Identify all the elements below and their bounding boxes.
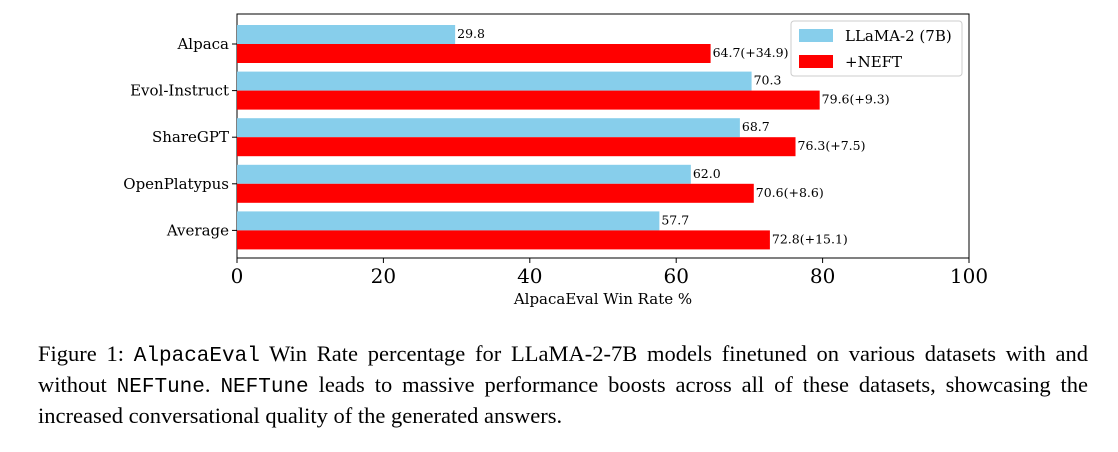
data-label-llama-average: 57.7 [661, 212, 689, 227]
data-label-neft-alpaca: 64.7(+34.9) [713, 45, 789, 60]
bar-llama-evol-instruct [237, 71, 752, 91]
bar-labels-group: 29.8 64.7(+34.9) 70.3 79.6(+9.3) 68.7 76.3(+7… [457, 26, 889, 246]
caption-term-neftune-2: NEFTune [220, 376, 309, 399]
legend: LLaMA-2 (7B) +NEFT [790, 20, 963, 77]
x-tick-label-60: 60 [663, 264, 688, 288]
y-axis: Alpaca Evol-Instruct ShareGPT OpenPlatypus A… [123, 35, 237, 239]
x-tick-label-80: 80 [810, 264, 835, 288]
data-label-neft-average: 72.8(+15.1) [772, 231, 848, 246]
x-tick-label-100: 100 [950, 264, 988, 288]
category-label-average: Average [166, 221, 229, 239]
x-tick-label-40: 40 [517, 264, 542, 288]
bars-group [237, 25, 820, 250]
legend-frame [790, 20, 963, 77]
legend-swatch-neft [799, 55, 833, 68]
data-label-neft-openplatypus: 70.6(+8.6) [756, 185, 824, 200]
bar-neft-sharegpt [237, 137, 796, 157]
data-label-llama-sharegpt: 68.7 [742, 119, 770, 134]
bar-neft-evol-instruct [237, 90, 820, 110]
legend-label-neft: +NEFT [845, 53, 902, 71]
category-label-openplatypus: OpenPlatypus [123, 175, 229, 193]
legend-label-llama: LLaMA-2 (7B) [845, 27, 952, 45]
category-label-evol-instruct: Evol-Instruct [130, 82, 229, 100]
x-axis-label: AlpacaEval Win Rate % [513, 290, 692, 308]
data-label-neft-sharegpt: 76.3(+7.5) [798, 138, 866, 153]
bar-llama-openplatypus [237, 164, 691, 184]
data-label-neft-evol-instruct: 79.6(+9.3) [822, 92, 890, 107]
caption-text-2: . [204, 372, 221, 397]
x-axis: 0 20 40 60 80 100 [231, 258, 988, 288]
bar-neft-openplatypus [237, 183, 754, 203]
caption-term-alpacaeval: AlpacaEval [133, 345, 260, 368]
bar-chart: 0 20 40 60 80 100 Alpaca Evol-Instruct ShareGPT… [123, 13, 988, 308]
caption-prefix: Figure 1: [38, 341, 134, 366]
category-label-alpaca: Alpaca [176, 35, 229, 53]
data-label-llama-alpaca: 29.8 [457, 26, 485, 41]
bar-llama-sharegpt [237, 118, 740, 138]
x-tick-label-20: 20 [371, 264, 396, 288]
category-label-sharegpt: ShareGPT [152, 128, 229, 146]
data-label-llama-openplatypus: 62.0 [693, 166, 721, 181]
bar-llama-alpaca [237, 25, 456, 44]
bar-neft-alpaca [237, 44, 711, 63]
bar-llama-average [237, 211, 660, 231]
legend-swatch-llama [799, 29, 833, 42]
x-tick-label-0: 0 [231, 264, 244, 288]
bar-neft-average [237, 230, 770, 250]
caption-term-neftune: NEFTune [116, 376, 205, 399]
figure-caption: Figure 1: AlpacaEval Win Rate percentage… [38, 340, 1088, 430]
data-label-llama-evol-instruct: 70.3 [754, 73, 782, 88]
caption-text-1: Win Rate percentage for LLaMA-2-7B model… [38, 341, 1088, 397]
caption-text-3: leads to massive performance boosts acro… [38, 372, 1089, 428]
